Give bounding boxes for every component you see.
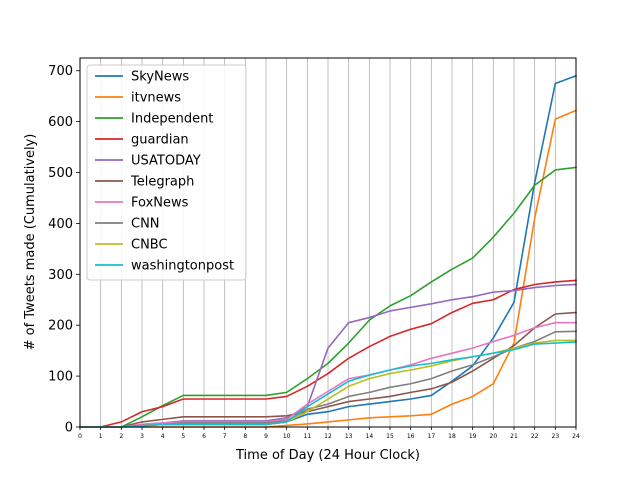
x-tick-label-21: 21 xyxy=(510,433,518,440)
y-tick-label-400: 400 xyxy=(48,217,73,232)
x-tick-label-20: 20 xyxy=(490,433,498,440)
x-tick-label-8: 8 xyxy=(243,433,247,440)
x-tick-label-17: 17 xyxy=(428,433,436,440)
x-tick-label-10: 10 xyxy=(283,433,291,440)
x-tick-label-7: 7 xyxy=(223,433,227,440)
x-tick-label-12: 12 xyxy=(324,433,332,440)
y-tick-label-100: 100 xyxy=(48,370,73,385)
x-tick-label-9: 9 xyxy=(264,433,268,440)
legend-label-cnn: CNN xyxy=(131,217,160,232)
series-line-telegraph xyxy=(79,311,577,428)
x-axis-label: Time of Day (24 Hour Clock) xyxy=(235,448,420,463)
y-tick-label-0: 0 xyxy=(65,421,73,436)
legend-label-itvnews: itvnews xyxy=(131,91,181,106)
y-tick-label-700: 700 xyxy=(48,64,73,79)
x-tick-label-16: 16 xyxy=(407,433,415,440)
x-tick-label-1: 1 xyxy=(99,433,103,440)
y-tick-label-200: 200 xyxy=(48,319,73,334)
x-tick-label-3: 3 xyxy=(140,433,144,440)
x-tick-label-18: 18 xyxy=(448,433,456,440)
y-axis: 0 100 200 300 400 500 600 700 xyxy=(48,64,80,436)
y-tick-label-300: 300 xyxy=(48,268,73,283)
x-tick-label-23: 23 xyxy=(552,433,560,440)
series-line-washingtonpost xyxy=(79,341,577,428)
y-tick-label-500: 500 xyxy=(48,166,73,181)
legend-label-cnbc: CNBC xyxy=(131,238,168,253)
x-tick-label-11: 11 xyxy=(304,433,312,440)
y-axis-label: # of Tweets made (Cumulatively) xyxy=(23,134,38,351)
legend-label-washingtonpost: washingtonpost xyxy=(131,259,234,274)
legend-label-usatoday: USATODAY xyxy=(131,154,201,169)
legend-label-telegraph: Telegraph xyxy=(130,175,194,190)
x-tick-label-5: 5 xyxy=(181,433,185,440)
y-tick-label-600: 600 xyxy=(48,115,73,130)
x-tick-label-4: 4 xyxy=(161,433,165,440)
x-axis: 0 1 2 3 4 5 6 7 8 9 10 11 12 13 14 15 16 17 18 19 20 21 22 23 24 xyxy=(78,427,580,440)
legend-box xyxy=(86,64,247,281)
series-line-guardian xyxy=(79,279,577,428)
legend: SkyNews itvnews Independent guardian USATODA… xyxy=(86,64,247,281)
legend-label-independent: Independent xyxy=(131,112,213,127)
legend-label-skynews: SkyNews xyxy=(131,70,189,85)
legend-label-guardian: guardian xyxy=(131,133,189,148)
x-tick-label-14: 14 xyxy=(366,433,374,440)
x-tick-label-2: 2 xyxy=(119,433,123,440)
x-tick-label-22: 22 xyxy=(531,433,539,440)
series-line-independent xyxy=(79,166,577,428)
x-tick-label-24: 24 xyxy=(572,433,580,440)
series-line-foxnews xyxy=(79,321,577,428)
x-tick-label-0: 0 xyxy=(78,433,82,440)
x-tick-label-6: 6 xyxy=(202,433,206,440)
x-tick-label-13: 13 xyxy=(345,433,353,440)
x-tick-label-15: 15 xyxy=(386,433,394,440)
series-lines xyxy=(79,74,578,428)
legend-label-foxnews: FoxNews xyxy=(131,196,189,211)
x-tick-label-19: 19 xyxy=(469,433,477,440)
